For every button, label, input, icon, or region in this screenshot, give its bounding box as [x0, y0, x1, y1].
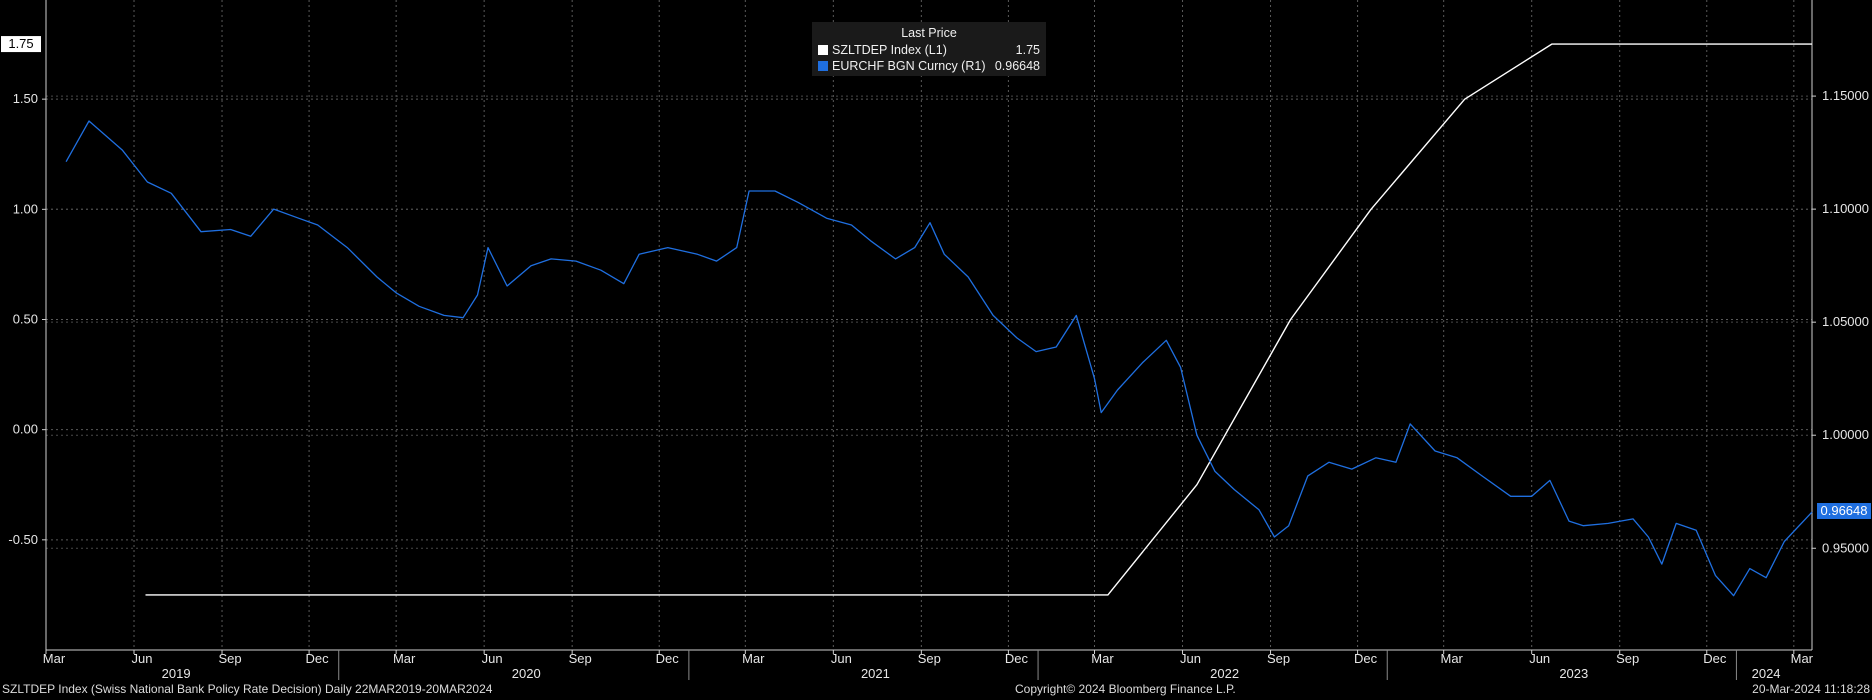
right-tick-label: 1.05000: [1822, 314, 1869, 329]
x-tick-label-month: Jun: [482, 651, 503, 666]
legend-entry-eurchf: EURCHF BGN Curncy (R1) 0.96648: [812, 58, 1046, 74]
x-tick-label-month: Mar: [1091, 651, 1114, 666]
legend-swatch-blue: [818, 61, 828, 71]
x-tick-label-month: Dec: [1354, 651, 1378, 666]
x-tick-label-month: Sep: [1267, 651, 1290, 666]
right-axis: 1.15000 1.10000 1.05000 1.00000 0.95000 0.966…: [1812, 88, 1871, 555]
x-tick-label-month: Mar: [43, 651, 66, 666]
legend-title: Last Price: [901, 26, 957, 40]
x-tick-label-month: Mar: [1791, 651, 1814, 666]
x-axis: Mar Jun Sep Dec Mar Jun Sep Dec Mar Jun Sep Dec Mar J…: [43, 650, 1814, 681]
series-layer: [65, 43, 1813, 597]
footer-source: SZLTDEP Index (Swiss National Bank Polic…: [2, 682, 493, 696]
grid-lines: [45, 0, 1812, 650]
x-tick-label-month: Sep: [218, 651, 241, 666]
x-tick-label-month: Dec: [1703, 651, 1727, 666]
right-tick-label: 1.00000: [1822, 427, 1869, 442]
x-tick-label-month: Jun: [1529, 651, 1550, 666]
right-last-value-badge: [1817, 503, 1871, 520]
x-tick-label-year: 2023: [1559, 666, 1588, 681]
right-last-value-label: 0.96648: [1821, 503, 1868, 518]
x-tick-label-month: Jun: [1180, 651, 1201, 666]
x-tick-label-month: Dec: [656, 651, 680, 666]
x-tick-label-month: Jun: [831, 651, 852, 666]
x-tick-label-month: Sep: [569, 651, 592, 666]
right-tick-label: 1.15000: [1822, 88, 1869, 103]
x-tick-label-year: 2019: [162, 666, 191, 681]
legend-swatch-white: [818, 45, 828, 55]
left-last-value-label: 1.75: [8, 36, 33, 51]
left-tick-label: 1.50: [13, 91, 38, 106]
x-tick-label-month: Mar: [742, 651, 765, 666]
legend: Last Price SZLTDEP Index (L1) 1.75 EURCH…: [812, 22, 1046, 76]
x-tick-label-month: Jun: [132, 651, 153, 666]
left-tick-label: 0.50: [13, 311, 38, 326]
right-tick-label: 0.95000: [1822, 540, 1869, 555]
x-tick-label-year: 2024: [1752, 666, 1781, 681]
series-line-eurchf: [65, 120, 1813, 597]
x-tick-label-month: Mar: [1440, 651, 1463, 666]
x-tick-label-month: Dec: [1005, 651, 1029, 666]
x-tick-label-month: Mar: [393, 651, 416, 666]
x-tick-label-month: Sep: [918, 651, 941, 666]
right-tick-label: 1.10000: [1822, 201, 1869, 216]
legend-value: 1.75: [1015, 43, 1040, 57]
left-tick-label: 0.00: [13, 422, 38, 437]
footer-timestamp: 20-Mar-2024 11:18:28: [1752, 682, 1870, 696]
legend-label: SZLTDEP Index (L1): [832, 43, 947, 57]
left-last-value-badge: [1, 36, 41, 53]
x-tick-label-year: 2020: [512, 666, 541, 681]
footer-copyright: Copyright© 2024 Bloomberg Finance L.P.: [1015, 682, 1236, 696]
legend-entry-policy-rate: SZLTDEP Index (L1) 1.75: [812, 42, 1046, 58]
left-tick-label: -0.50: [8, 532, 38, 547]
legend-label: EURCHF BGN Curncy (R1): [832, 59, 986, 73]
left-axis: 1.50 1.00 0.50 0.00 -0.50 1.75: [1, 36, 46, 547]
x-tick-label-month: Sep: [1616, 651, 1639, 666]
x-tick-label-year: 2022: [1210, 666, 1239, 681]
plot-frame: [45, 0, 1813, 651]
legend-value: 0.96648: [994, 59, 1040, 73]
x-tick-label-month: Dec: [306, 651, 330, 666]
series-line-policy-rate: [145, 43, 1812, 596]
x-tick-label-year: 2021: [861, 666, 890, 681]
left-tick-label: 1.00: [13, 201, 38, 216]
